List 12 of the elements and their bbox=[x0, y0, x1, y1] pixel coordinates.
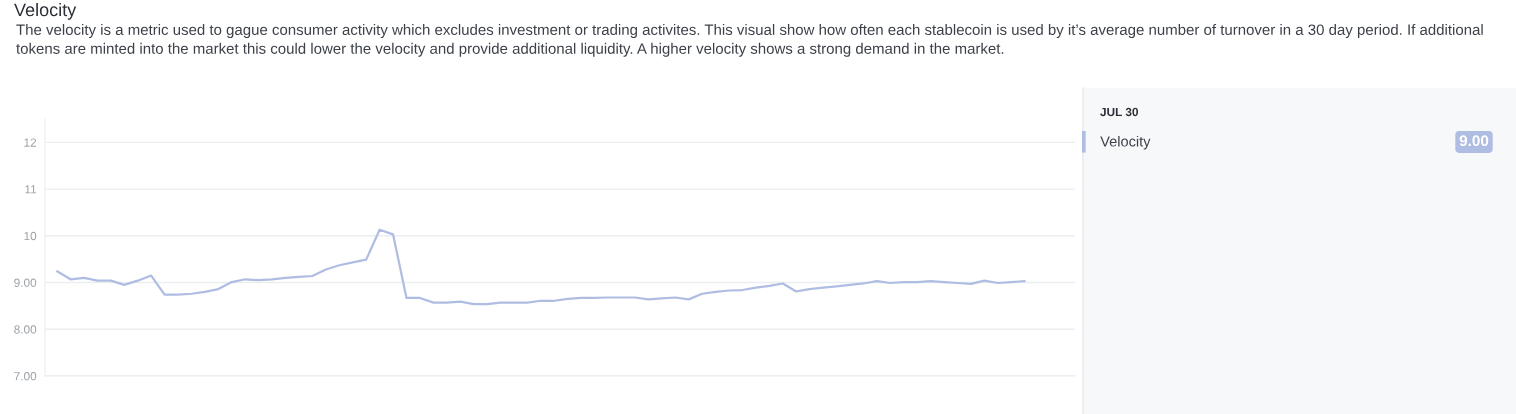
y-tick-label: 11 bbox=[25, 185, 37, 194]
line-series bbox=[55, 228, 1026, 306]
legend-label: Velocity bbox=[1100, 135, 1151, 150]
y-tick-label: 10 bbox=[24, 231, 37, 241]
chart-title: Velocity bbox=[14, 3, 77, 20]
y-tick-label: 7.00 bbox=[14, 372, 37, 381]
text: 9.00 bbox=[1459, 135, 1489, 147]
y-tick-label: 12 bbox=[24, 138, 37, 147]
y-tick-label: 8.00 bbox=[14, 325, 37, 334]
chart-subtitle: The velocity is a metric used to gague consumer activity which excludes investment or trading activites. This visual show how often each stablecoin is used by it’s average number of turnover in a 30 day period. If additional tokens are minted into the market this could lower the velocity and provide additional liquidity. A higher velocity shows a strong demand in the market. bbox=[16, 24, 1483, 57]
y-tick-label: 9.00 bbox=[14, 278, 37, 287]
text: JUL 30 bbox=[1100, 107, 1139, 117]
